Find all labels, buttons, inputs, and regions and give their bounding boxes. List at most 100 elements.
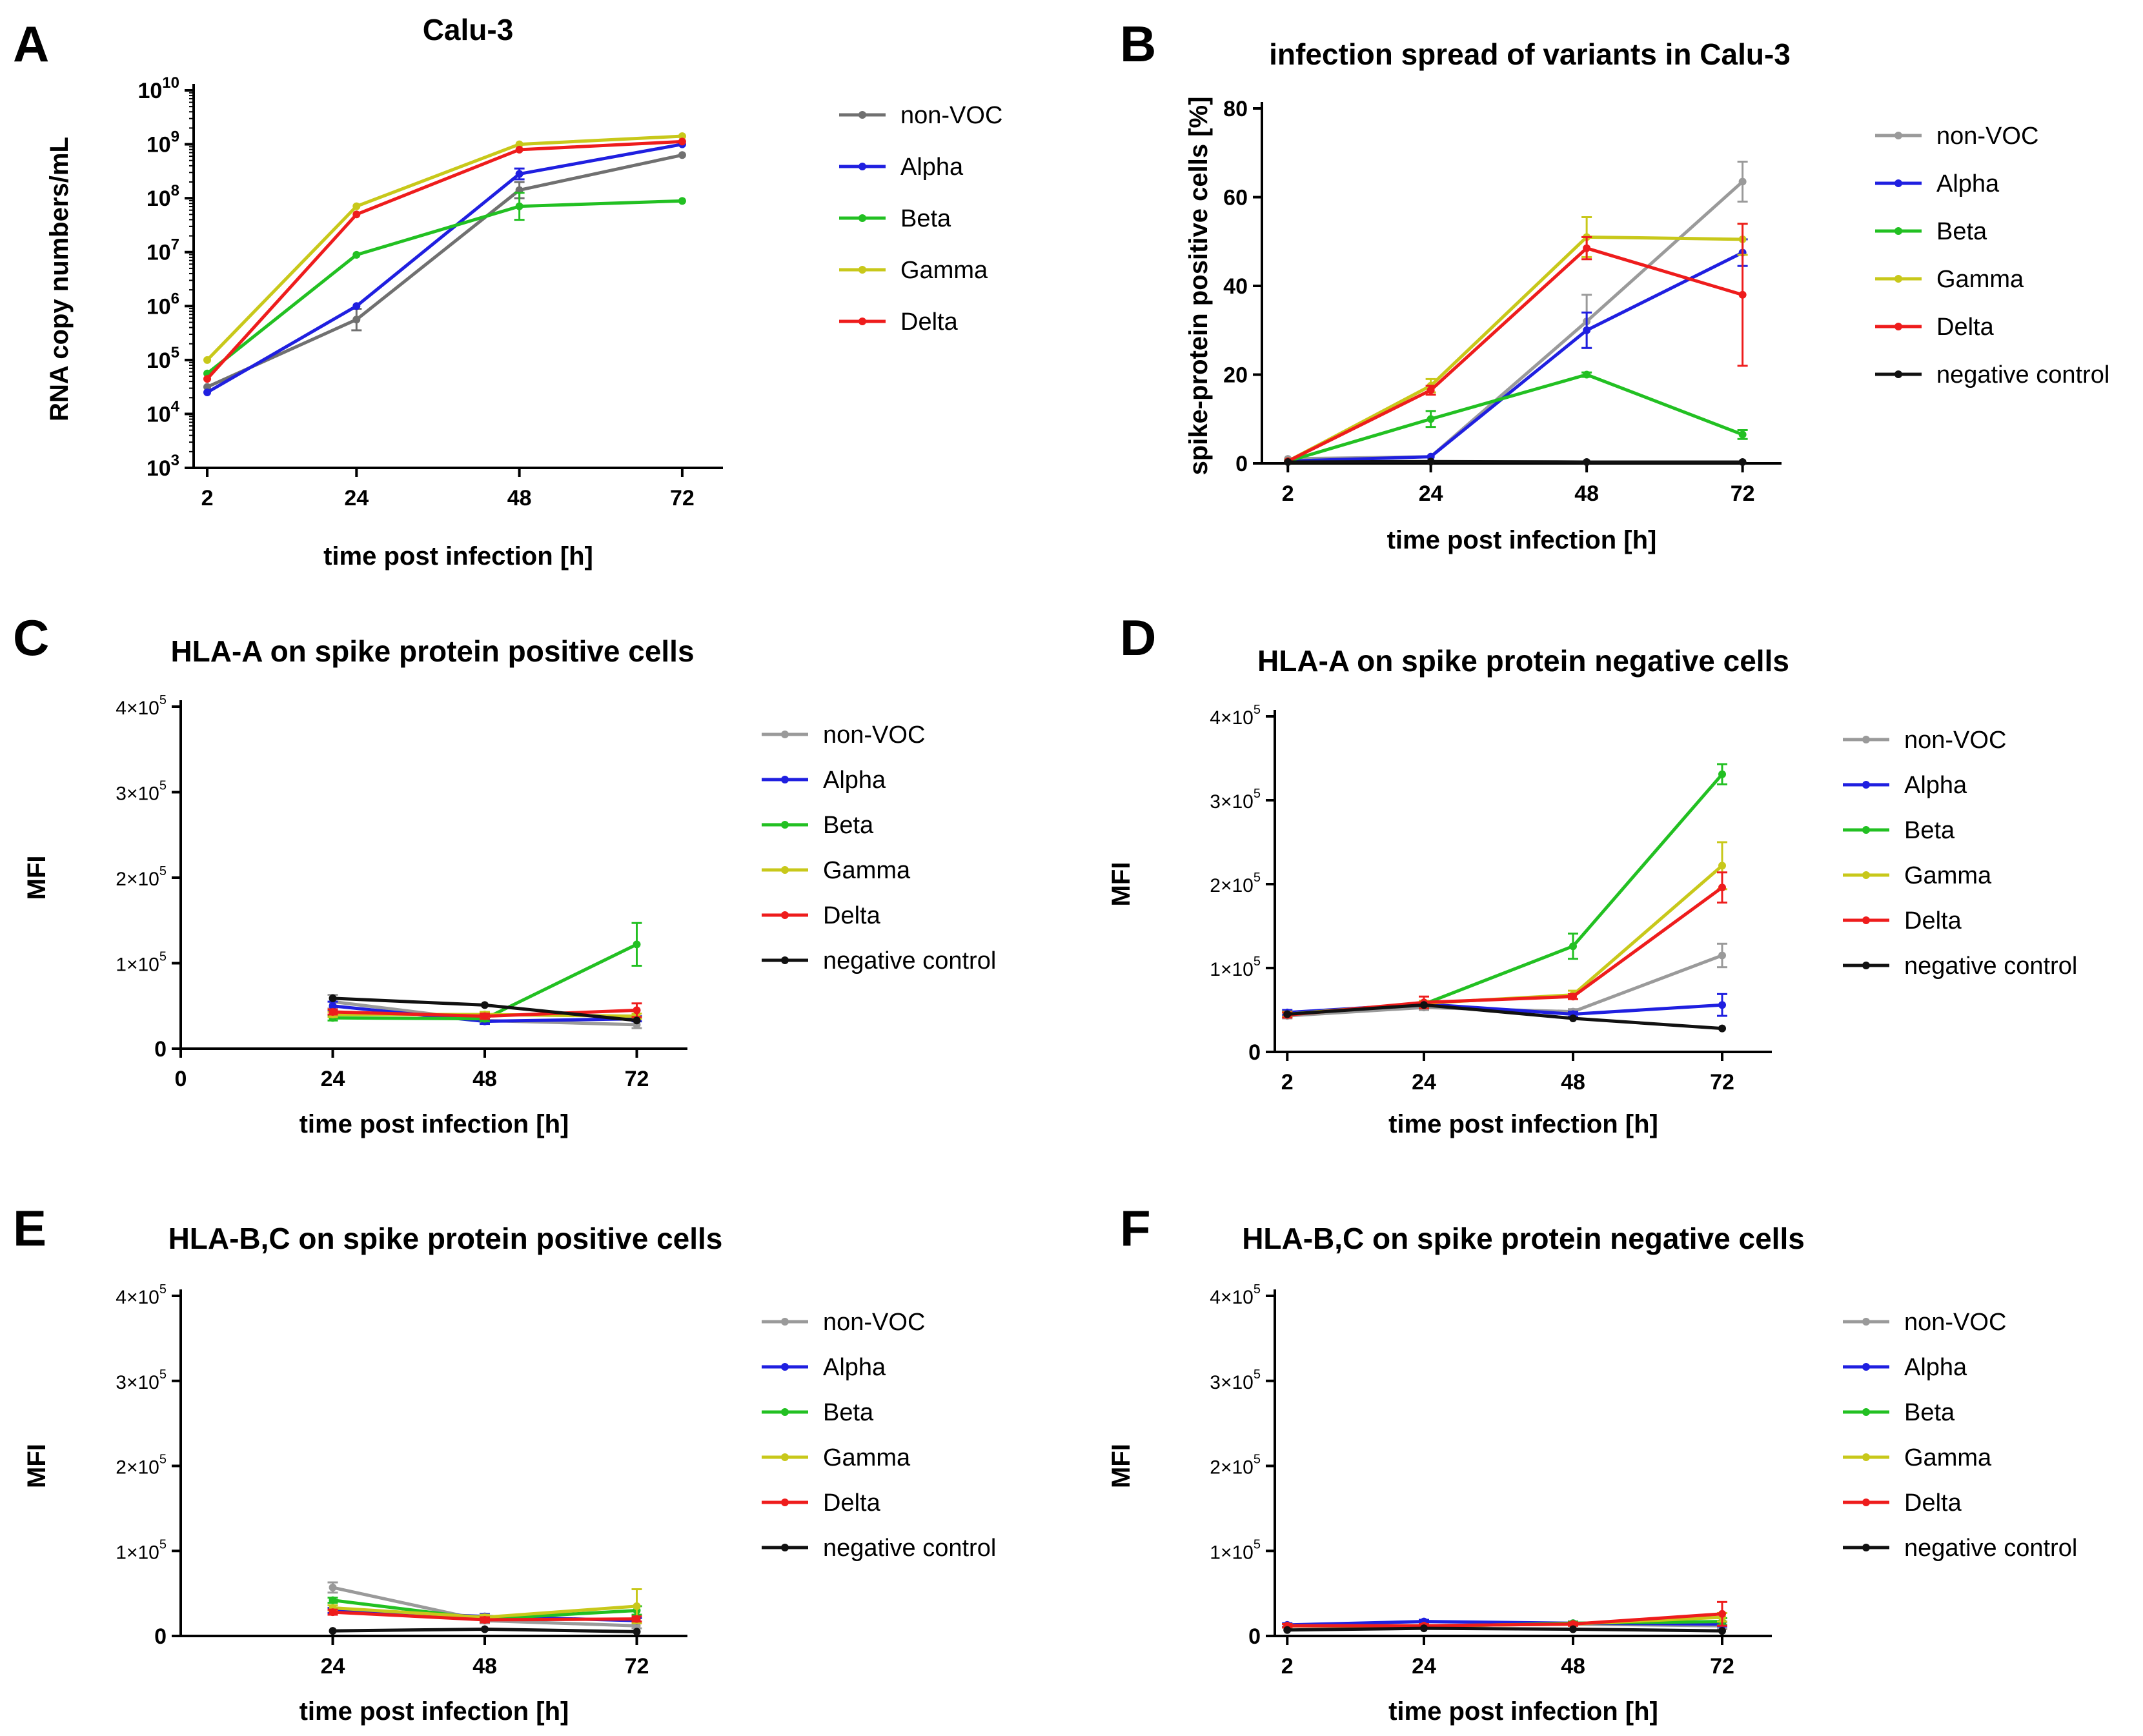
legend-item: Beta [839, 205, 951, 232]
legend-label: non-VOC [900, 102, 1002, 129]
y-tick-label: 105 [147, 344, 179, 373]
panel-letter: F [1120, 1200, 1151, 1257]
y-tick-label: 1×105 [116, 950, 167, 976]
legend-marker [781, 1499, 789, 1506]
y-tick-label: 1×105 [1210, 954, 1261, 980]
y-tick-label: 0 [154, 1037, 167, 1062]
y-tick-label: 0 [1235, 452, 1248, 476]
data-point [352, 202, 361, 210]
legend-label: Gamma [823, 1444, 911, 1471]
y-tick-exponent: 5 [1254, 1537, 1261, 1551]
data-point [352, 302, 361, 310]
panel-letter: D [1120, 609, 1156, 666]
y-tick-base: 1×10 [116, 1542, 159, 1563]
legend-item: Gamma [1843, 862, 1992, 889]
legend-label: non-VOC [1904, 1309, 2006, 1336]
x-axis-title: time post infection [h] [1388, 1110, 1658, 1138]
y-tick-base: 2×10 [116, 1457, 159, 1479]
y-tick-exponent: 10 [162, 74, 179, 92]
y-tick-exponent: 5 [171, 344, 179, 361]
legend-item: Delta [1875, 314, 1995, 341]
legend: non-VOC Alpha Beta Gamma Delta negative contr… [1843, 727, 2077, 980]
x-tick-label: 0 [175, 1067, 187, 1091]
series-line [1287, 773, 1723, 1016]
panel-c: C HLA-A on spike protein positive cells 0 1… [13, 609, 996, 1138]
legend-label: Beta [1904, 1399, 1955, 1426]
legend-marker [1894, 179, 1902, 187]
legend-marker [781, 821, 789, 829]
data-point [1718, 1610, 1726, 1618]
legend-item: Gamma [839, 257, 988, 284]
series-delta [1284, 223, 1748, 465]
legend-marker [781, 1453, 789, 1461]
x-tick-label: 2 [1281, 1654, 1294, 1679]
legend-label: negative control [823, 947, 996, 974]
x-tick-label: 24 [344, 486, 369, 510]
y-tick-base: 10 [147, 133, 171, 157]
data-point [481, 1012, 489, 1020]
data-point [515, 140, 523, 148]
legend-item: Alpha [1875, 170, 2000, 197]
data-point [203, 356, 212, 364]
legend-marker [781, 1363, 789, 1371]
y-tick-base: 10 [147, 241, 171, 265]
y-tick-label: 4×105 [116, 1282, 167, 1308]
data-point [203, 389, 212, 396]
x-tick-label: 72 [670, 486, 695, 510]
y-tick-label: 4×105 [116, 693, 167, 719]
series-line [206, 143, 683, 394]
series-line [206, 139, 683, 380]
x-tick-label: 24 [321, 1654, 345, 1679]
y-tick-base: 2×10 [116, 869, 159, 890]
data-point [329, 994, 337, 1002]
y-tick-base: 2×10 [1210, 875, 1254, 896]
series-line [1287, 246, 1743, 463]
y-tick-base: 10 [147, 294, 171, 319]
x-tick-label: 2 [1282, 481, 1294, 506]
legend-label: negative control [1904, 953, 2077, 980]
legend-item: Gamma [762, 857, 911, 884]
panel-letter: A [13, 15, 49, 72]
legend-item: negative control [1875, 361, 2109, 389]
series-line [1288, 251, 1743, 463]
y-tick-base: 10 [147, 348, 171, 373]
y-tick-base: 10 [147, 456, 171, 481]
y-tick-exponent: 7 [171, 236, 179, 254]
y-tick-base: 1×10 [1210, 959, 1254, 980]
data-point [1718, 862, 1726, 870]
y-tick-label: 1×105 [116, 1537, 167, 1563]
data-point [633, 1615, 641, 1623]
legend-item: non-VOC [1875, 123, 2038, 150]
data-point [678, 151, 686, 159]
legend-label: Alpha [900, 154, 964, 181]
series-delta [327, 1002, 642, 1020]
legend-marker [781, 1544, 789, 1551]
y-tick-base: 3×10 [1210, 791, 1254, 812]
y-tick-label: 2×105 [1210, 871, 1261, 896]
legend-marker [781, 1408, 789, 1416]
legend-item: Beta [1875, 218, 1987, 245]
y-tick-exponent: 5 [1254, 787, 1261, 801]
legend-label: Delta [823, 1489, 881, 1517]
y-tick-exponent: 9 [171, 128, 179, 146]
legend-item: Alpha [839, 154, 964, 181]
data-point [203, 375, 212, 383]
data-point [1420, 1624, 1428, 1633]
y-tick-base: 3×10 [1210, 1372, 1254, 1393]
y-tick-base: 10 [147, 402, 171, 427]
x-axis-title: time post infection [h] [300, 1110, 569, 1138]
legend-label: non-VOC [1936, 123, 2038, 150]
x-tick-label: 72 [1710, 1070, 1734, 1095]
x-tick-label: 2 [201, 486, 214, 510]
legend-label: Beta [1904, 817, 1955, 844]
y-tick-exponent: 5 [1254, 1368, 1261, 1382]
series-line [206, 134, 683, 361]
series-delta [203, 137, 686, 383]
legend-label: Beta [900, 205, 951, 232]
series-beta [203, 192, 686, 378]
series-line [1288, 459, 1743, 464]
y-axis-title: MFI [23, 1444, 51, 1488]
